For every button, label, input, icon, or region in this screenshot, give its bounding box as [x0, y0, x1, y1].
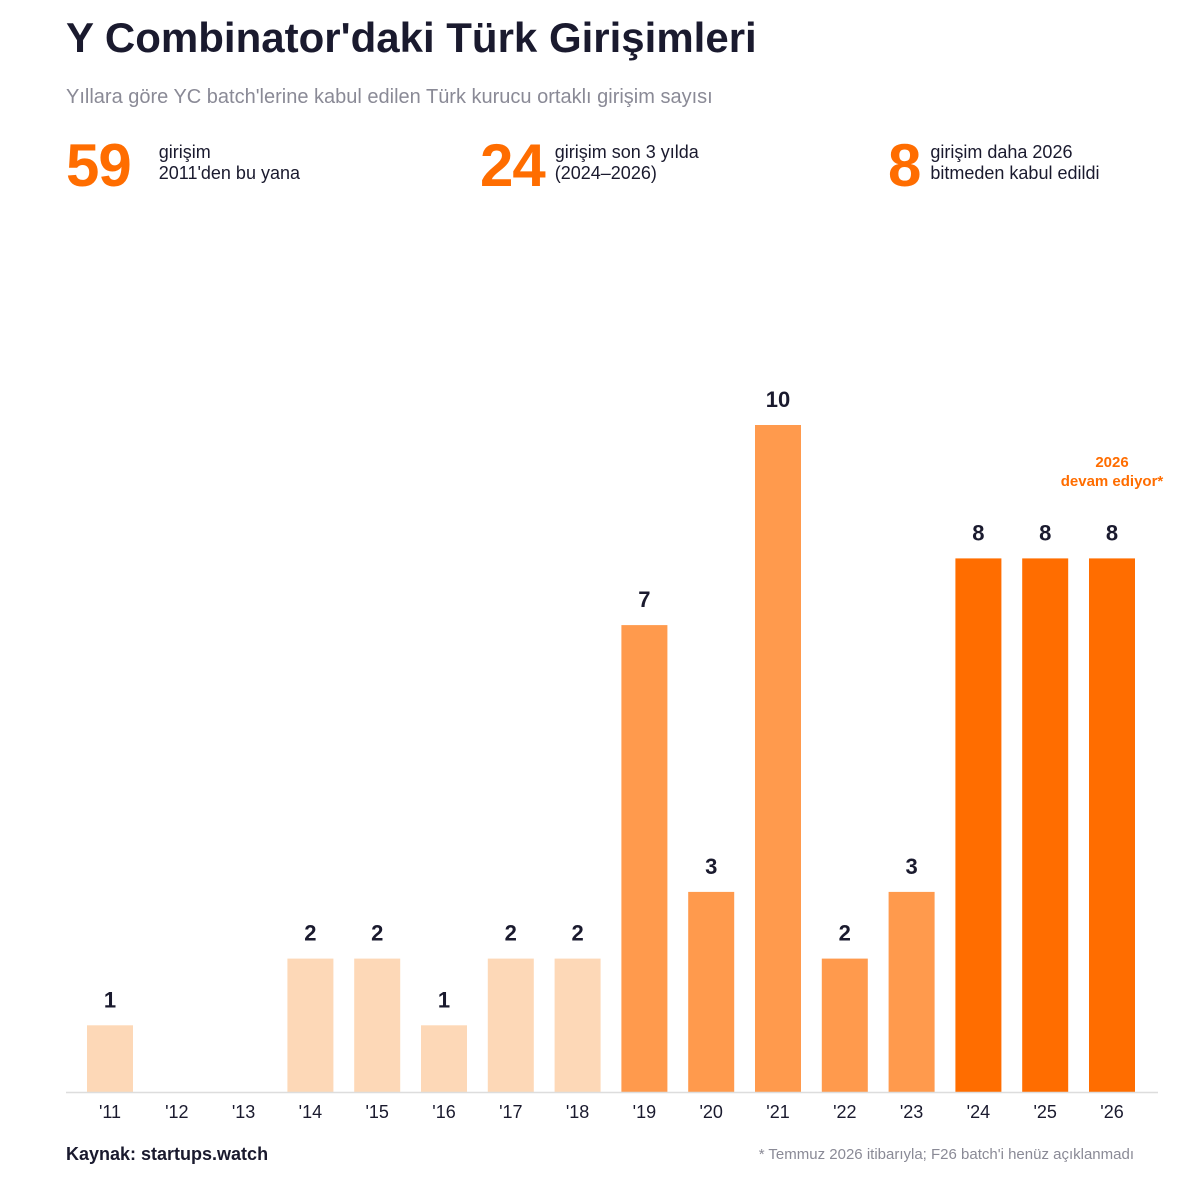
bar-25 [1022, 558, 1069, 1092]
x-tick-20: '20 [699, 1102, 722, 1122]
x-tick-11: '11 [99, 1102, 121, 1122]
stat-recent-line1: girişim son 3 yılda [554, 142, 699, 162]
bar-17 [487, 958, 534, 1092]
stat-recent: 24 girişim son 3 yılda (2024–2026) [480, 134, 699, 198]
x-tick-17: '17 [499, 1102, 522, 1122]
source-label: Kaynak: startups.watch [66, 1144, 269, 1164]
data-label-18: 2 [571, 921, 583, 946]
data-label-11: 1 [104, 987, 116, 1012]
data-label-14: 2 [304, 921, 316, 946]
stat-recent-line2: (2024–2026) [554, 163, 657, 183]
data-label-23: 3 [905, 854, 917, 879]
x-tick-15: '15 [365, 1102, 388, 1122]
x-tick-22: '22 [833, 1102, 856, 1122]
bar-23 [888, 891, 935, 1092]
stat-total-line1: girişim [158, 142, 211, 162]
stat-2026-line2: bitmeden kabul edildi [930, 163, 1100, 183]
x-tick-23: '23 [900, 1102, 923, 1122]
data-label-16: 1 [438, 987, 450, 1012]
data-label-17: 2 [505, 921, 517, 946]
data-label-25: 8 [1039, 520, 1051, 545]
stat-2026-label: girişim daha 2026 bitmeden kabul edildi [930, 142, 1099, 184]
data-label-21: 10 [766, 387, 790, 412]
bar-15 [354, 958, 401, 1092]
annotation-year: 2026 [1095, 454, 1128, 471]
bar-24 [955, 558, 1002, 1092]
data-label-24: 8 [972, 520, 984, 545]
bar-19 [621, 625, 668, 1092]
bar-11 [87, 1025, 133, 1092]
stat-total-line2: 2011'den bu yana [158, 163, 300, 183]
data-label-19: 7 [638, 587, 650, 612]
x-tick-18: '18 [566, 1102, 589, 1122]
footnote: * Temmuz 2026 itibarıyla; F26 batch'i he… [758, 1146, 1134, 1163]
x-tick-25: '25 [1033, 1102, 1056, 1122]
data-label-22: 2 [839, 921, 851, 946]
data-label-26: 8 [1106, 520, 1118, 545]
chart-title: Y Combinator'daki Türk Girişimleri [66, 14, 757, 61]
stat-total-label: girişim 2011'den bu yana [159, 142, 300, 184]
bar-16 [421, 1025, 467, 1092]
x-tick-14: '14 [299, 1102, 322, 1122]
x-tick-26: '26 [1100, 1102, 1123, 1122]
bar-22 [821, 958, 868, 1092]
bar-26 [1089, 558, 1135, 1092]
stat-recent-value: 24 [480, 132, 546, 199]
annotation-status: devam ediyor* [1061, 473, 1164, 490]
stat-total-value: 59 [66, 132, 132, 199]
stat-total: 59 girişim 2011'den bu yana [66, 134, 300, 198]
stat-2026-line1: girişim daha 2026 [930, 142, 1073, 162]
chart-subtitle: Yıllara göre YC batch'lerine kabul edile… [66, 86, 713, 108]
data-label-15: 2 [371, 921, 383, 946]
bar-21 [755, 425, 801, 1092]
stat-2026-value: 8 [888, 132, 921, 199]
bar-20 [688, 891, 735, 1092]
stat-recent-label: girişim son 3 yılda (2024–2026) [555, 142, 699, 184]
bar-14 [287, 958, 334, 1092]
x-tick-13: '13 [232, 1102, 255, 1122]
data-label-20: 3 [705, 854, 717, 879]
stat-2026: 8 girişim daha 2026 bitmeden kabul edild… [888, 134, 1100, 198]
bar-18 [554, 958, 601, 1092]
x-tick-16: '16 [432, 1102, 455, 1122]
x-tick-19: '19 [633, 1102, 656, 1122]
x-tick-21: '21 [766, 1102, 789, 1122]
x-tick-12: '12 [165, 1102, 188, 1122]
x-tick-24: '24 [967, 1102, 990, 1122]
